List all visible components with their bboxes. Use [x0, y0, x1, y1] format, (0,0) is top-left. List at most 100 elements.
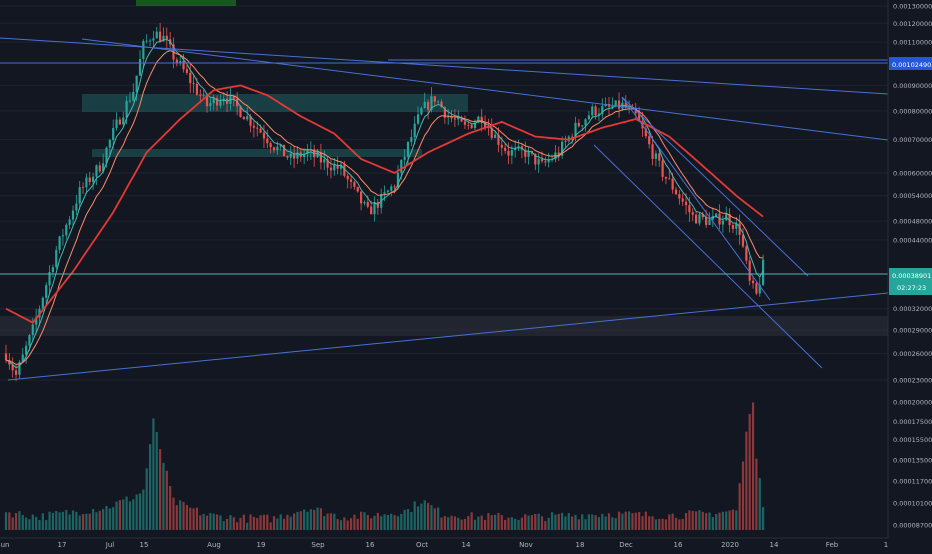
volume-bar	[215, 514, 219, 530]
volume-bar	[497, 512, 500, 530]
volume-bar	[329, 513, 333, 530]
volume-tick-label: 0.00008700	[893, 522, 932, 530]
price-tick-label: 0.00080000	[893, 107, 932, 115]
candle	[78, 181, 81, 210]
volume-bar	[688, 510, 691, 530]
time-tick-label: 17	[58, 541, 67, 549]
trendline[interactable]	[593, 144, 823, 369]
candle	[386, 189, 389, 193]
volume-bar	[674, 517, 678, 530]
volume-bar	[155, 431, 158, 530]
candle	[470, 124, 473, 129]
time-tick-label: 2020	[721, 541, 739, 549]
candle	[427, 99, 430, 120]
price-zone	[0, 316, 888, 336]
volume-bar	[343, 517, 346, 530]
volume-bar	[293, 513, 296, 530]
candle	[85, 173, 88, 195]
price-tick-label: 0.00120000	[893, 20, 932, 28]
candle	[155, 26, 158, 39]
candle	[416, 106, 420, 126]
candle	[81, 182, 85, 195]
volume-bar	[654, 519, 657, 530]
volume-bar	[762, 507, 765, 530]
candle	[55, 245, 58, 270]
candle	[674, 186, 678, 195]
candle	[185, 65, 188, 75]
candle	[128, 92, 132, 104]
volume-bar	[751, 402, 755, 530]
volume-bar	[423, 500, 426, 530]
trendline[interactable]	[81, 38, 889, 141]
volume-bar	[561, 512, 564, 530]
volume-bar	[259, 515, 262, 530]
candle	[289, 146, 292, 166]
trendline[interactable]	[7, 292, 889, 381]
volume-bar	[232, 517, 235, 530]
volume-bar	[132, 499, 135, 530]
volume-bar	[262, 514, 266, 530]
volume-bar	[192, 508, 195, 530]
volume-bar	[370, 518, 373, 530]
volume-tick-label: 0.00020000	[893, 399, 932, 407]
candle	[691, 208, 694, 221]
volume-bar	[276, 518, 279, 530]
volume-bar	[219, 515, 222, 530]
candle	[132, 83, 135, 102]
candle	[262, 124, 266, 149]
volume-tick-label: 0.00010100	[893, 499, 932, 507]
candle	[715, 212, 718, 218]
volume-bar	[118, 500, 121, 530]
volume-tick-label: 0.00013500	[893, 457, 932, 465]
volume-bar	[416, 506, 420, 530]
volume-bar	[480, 515, 483, 530]
price-zone	[92, 149, 422, 157]
volume-bar	[148, 444, 152, 530]
candle	[577, 119, 580, 128]
volume-bar	[396, 516, 400, 530]
volume-bar	[169, 486, 172, 530]
candle	[219, 94, 222, 109]
price-axis: 0.00130000 0.00120000 0.00110000 0.00090000…	[893, 3, 932, 385]
volume-bar	[226, 518, 229, 530]
volume-bar	[564, 516, 567, 530]
candle	[748, 256, 751, 286]
time-tick-label: Dec	[619, 541, 633, 549]
volume-bar	[249, 514, 252, 530]
volume-bar	[41, 513, 44, 530]
volume-bar	[410, 512, 413, 530]
candle	[594, 104, 597, 120]
candle	[148, 38, 152, 47]
volume-bar	[353, 514, 356, 530]
volume-bar	[182, 501, 185, 530]
volume-bar	[195, 507, 199, 530]
volume-bar	[65, 509, 68, 530]
candle	[433, 95, 436, 107]
trendline[interactable]	[621, 96, 771, 301]
volume-bar	[487, 513, 490, 530]
volume-bar	[105, 506, 108, 530]
volume-tick-label: 0.00015500	[893, 436, 932, 444]
volume-bar	[705, 513, 708, 530]
candle	[597, 107, 601, 121]
volume-bar	[199, 515, 202, 530]
price-zone	[82, 94, 468, 112]
volume-bar	[75, 511, 78, 530]
candle	[561, 136, 564, 159]
candle	[339, 161, 343, 176]
volume-bar	[725, 511, 728, 530]
volume-bar	[641, 516, 644, 530]
candle	[544, 156, 547, 167]
candle	[18, 359, 21, 379]
volume-bar	[547, 517, 550, 530]
volume-bar	[366, 514, 369, 530]
candle	[453, 109, 456, 128]
volume-bar	[755, 458, 758, 530]
trendline[interactable]	[621, 96, 809, 277]
mid-moving-average	[5, 50, 764, 365]
moving-averages	[5, 39, 764, 369]
volume-bar	[494, 514, 497, 530]
volume-bar	[668, 514, 671, 530]
